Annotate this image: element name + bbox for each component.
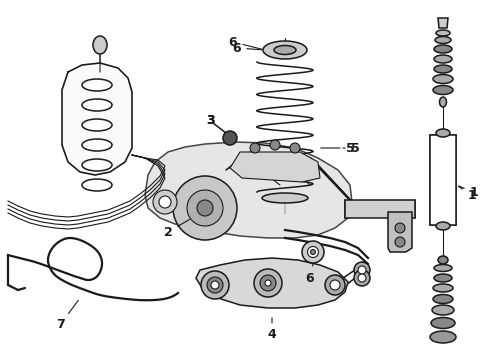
Text: 7: 7 (56, 300, 78, 332)
Circle shape (197, 200, 213, 216)
Circle shape (395, 237, 405, 247)
Circle shape (325, 275, 345, 295)
Circle shape (354, 262, 370, 278)
Ellipse shape (82, 119, 112, 131)
Ellipse shape (434, 274, 452, 282)
Ellipse shape (434, 45, 452, 53)
Circle shape (187, 190, 223, 226)
Circle shape (207, 277, 223, 293)
Ellipse shape (308, 247, 319, 257)
Text: 1: 1 (458, 186, 476, 202)
Ellipse shape (82, 79, 112, 91)
Ellipse shape (434, 265, 452, 271)
Text: 5: 5 (343, 141, 359, 154)
Ellipse shape (432, 305, 454, 315)
Text: 6: 6 (306, 264, 314, 284)
Ellipse shape (436, 222, 450, 230)
Ellipse shape (434, 65, 452, 73)
Polygon shape (145, 142, 352, 238)
Circle shape (358, 266, 366, 274)
Ellipse shape (263, 41, 307, 59)
Ellipse shape (433, 294, 453, 303)
Ellipse shape (302, 241, 324, 263)
Ellipse shape (440, 97, 446, 107)
Circle shape (270, 140, 280, 150)
Circle shape (290, 143, 300, 153)
Text: 2: 2 (164, 219, 190, 239)
Polygon shape (62, 63, 132, 175)
Ellipse shape (82, 159, 112, 171)
Ellipse shape (436, 30, 450, 36)
Ellipse shape (438, 256, 448, 264)
Circle shape (354, 270, 370, 286)
Circle shape (173, 176, 237, 240)
Ellipse shape (82, 99, 112, 111)
Ellipse shape (93, 36, 107, 54)
Text: 3: 3 (206, 113, 214, 126)
Polygon shape (345, 200, 415, 218)
Text: 6: 6 (233, 41, 262, 54)
Text: 1: 1 (459, 185, 478, 198)
Ellipse shape (436, 129, 450, 137)
Circle shape (223, 131, 237, 145)
Circle shape (254, 269, 282, 297)
Ellipse shape (274, 45, 296, 54)
Polygon shape (430, 135, 456, 225)
Circle shape (211, 281, 219, 289)
Ellipse shape (430, 331, 456, 343)
Ellipse shape (435, 36, 451, 44)
Text: 3: 3 (206, 113, 214, 126)
Text: 4: 4 (268, 318, 276, 342)
Circle shape (260, 275, 276, 291)
Ellipse shape (82, 139, 112, 151)
Ellipse shape (433, 284, 453, 292)
Circle shape (201, 271, 229, 299)
Circle shape (153, 190, 177, 214)
Ellipse shape (311, 249, 316, 255)
Ellipse shape (431, 318, 455, 328)
Circle shape (159, 196, 171, 208)
Polygon shape (388, 212, 412, 252)
Ellipse shape (433, 86, 453, 95)
Circle shape (265, 280, 271, 286)
Text: 5: 5 (321, 141, 354, 154)
Circle shape (395, 223, 405, 233)
Circle shape (330, 280, 340, 290)
Ellipse shape (433, 75, 453, 84)
Polygon shape (196, 258, 348, 308)
Circle shape (358, 274, 366, 282)
Polygon shape (438, 18, 448, 28)
Circle shape (250, 143, 260, 153)
Polygon shape (230, 152, 320, 182)
Text: 6: 6 (229, 36, 262, 49)
Ellipse shape (434, 55, 452, 63)
Ellipse shape (82, 179, 112, 191)
Ellipse shape (262, 193, 308, 203)
